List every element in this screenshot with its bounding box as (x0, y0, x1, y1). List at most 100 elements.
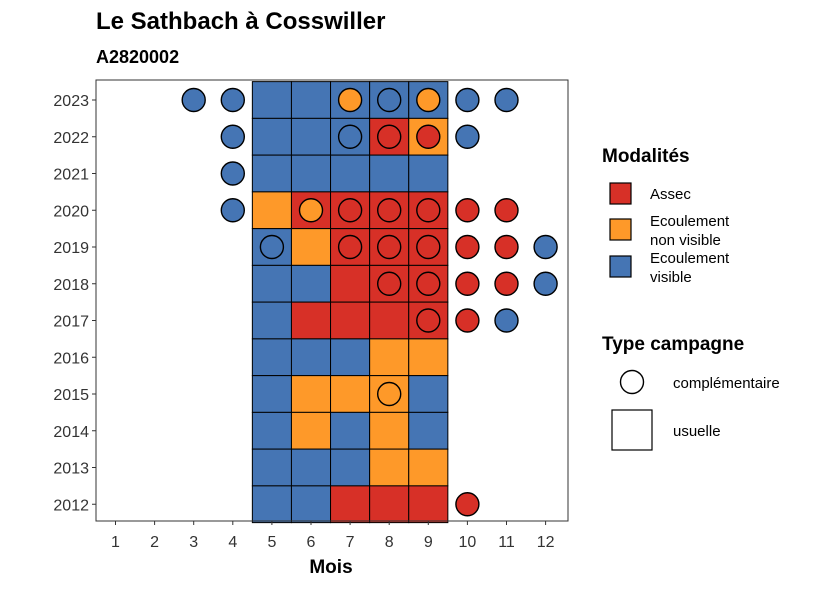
point-2015-8 (377, 381, 402, 407)
legend-label-square: usuelle (673, 423, 721, 440)
point-2022-9 (416, 124, 441, 149)
point-2023-10 (455, 87, 480, 113)
x-tick-label-4: 4 (228, 534, 237, 551)
point-2020-11 (494, 198, 519, 223)
y-tick-label-2019: 2019 (53, 240, 89, 257)
legend-key-ecoulement_visible (609, 255, 632, 278)
point-2017-11 (494, 308, 519, 333)
tile-2013-7 (330, 448, 371, 487)
x-tick-label-8: 8 (385, 534, 394, 551)
point-2019-11 (494, 234, 519, 260)
tile-2017-8 (369, 301, 410, 340)
point-2019-9 (416, 234, 441, 260)
x-tick-label-3: 3 (189, 534, 198, 551)
chart-title: Le Sathbach à Cosswiller (96, 8, 385, 35)
y-axis: 2012 2013 2014 2015 2016 2017 2018 2019 2020 2021… (53, 93, 96, 514)
legend-type-campagne: Type campagne complémentaire usuelle (602, 334, 780, 451)
tile-2021-8 (369, 154, 410, 193)
point-2023-11 (494, 87, 519, 113)
tile-2018-6 (290, 264, 332, 303)
tile-2014-7 (330, 411, 371, 450)
x-tick-label-10: 10 (459, 534, 477, 551)
y-tick-label-2012: 2012 (53, 497, 89, 514)
point-2022-10 (455, 124, 480, 149)
tile-2022-5 (251, 117, 292, 156)
tile-2020-5 (251, 191, 292, 230)
tile-2018-7 (330, 264, 371, 303)
tile-2016-7 (330, 338, 371, 377)
x-tick-label-2: 2 (150, 534, 159, 551)
point-2018-11 (494, 271, 519, 296)
tile-2012-8 (369, 485, 410, 524)
point-2018-12 (533, 271, 558, 296)
plot-panel-border (95, 79, 569, 522)
x-tick-label-1: 1 (111, 534, 120, 551)
point-2017-10 (455, 308, 480, 333)
x-tick-label-11: 11 (498, 534, 515, 551)
tile-2014-5 (251, 411, 292, 450)
point-2018-9 (416, 271, 441, 296)
legend-label-circle: complémentaire (673, 375, 780, 392)
tile-2017-6 (290, 301, 332, 340)
y-tick-label-2013: 2013 (53, 461, 89, 478)
point-2018-10 (455, 271, 480, 296)
tile-2012-6 (290, 485, 332, 524)
point-2018-8 (377, 271, 402, 296)
point-2023-4 (220, 87, 246, 113)
tile-2015-7 (330, 375, 371, 413)
point-2022-4 (220, 124, 246, 149)
chart-subtitle: A2820002 (96, 47, 179, 67)
point-2023-3 (181, 87, 206, 113)
tile-2014-9 (408, 411, 449, 450)
legend-key-circle (619, 369, 645, 395)
tile-2021-6 (290, 154, 332, 193)
point-2019-10 (455, 234, 480, 260)
point-2017-9 (416, 308, 441, 333)
tile-2021-9 (408, 154, 449, 193)
tile-2015-9 (408, 375, 449, 413)
y-tick-label-2017: 2017 (53, 314, 89, 331)
tile-2012-9 (408, 485, 449, 524)
legend-type-title: Type campagne (602, 334, 744, 355)
y-tick-label-2018: 2018 (53, 277, 89, 294)
tile-2023-6 (290, 81, 332, 119)
legend-label-ecoulement_visible: Ecoulement visible (650, 250, 730, 286)
legend-label-ecoulement_non_visible: Ecoulement non visible (650, 213, 730, 249)
point-2019-12 (533, 234, 558, 260)
tile-2016-5 (251, 338, 292, 377)
x-axis-title: Mois (309, 557, 352, 578)
usuelle-cells (251, 81, 449, 524)
legend-label-assec: Assec (650, 186, 691, 203)
point-2023-8 (377, 87, 402, 113)
tile-2015-6 (290, 375, 332, 413)
tile-2013-5 (251, 448, 292, 487)
tile-2013-6 (290, 448, 332, 487)
point-2019-8 (377, 234, 402, 260)
point-2012-10 (455, 492, 480, 517)
x-tick-label-5: 5 (267, 534, 276, 551)
point-2019-5 (259, 234, 285, 260)
tile-2013-8 (369, 448, 410, 487)
legend-modalites-title: Modalités (602, 146, 690, 167)
tile-2017-7 (330, 301, 371, 340)
tile-2021-5 (251, 154, 292, 193)
y-tick-label-2014: 2014 (53, 424, 89, 441)
tile-2022-7 (330, 117, 371, 156)
legend-modalites: Modalités Assec Ecoulement non visibleEcoul… (602, 146, 730, 286)
y-tick-label-2016: 2016 (53, 350, 89, 367)
x-tick-label-12: 12 (537, 534, 555, 551)
point-2020-7 (337, 198, 363, 223)
tile-2012-7 (330, 485, 371, 524)
legend-key-ecoulement_non_visible (609, 218, 632, 241)
point-2020-8 (377, 198, 402, 223)
x-tick-label-7: 7 (346, 534, 355, 551)
x-tick-label-9: 9 (424, 534, 433, 551)
point-2021-4 (220, 161, 246, 186)
point-2020-6 (298, 198, 324, 223)
tile-2021-7 (330, 154, 371, 193)
point-2020-10 (455, 198, 480, 223)
y-tick-label-2021: 2021 (53, 167, 89, 184)
point-2023-7 (337, 87, 363, 113)
tile-2013-9 (408, 448, 449, 487)
